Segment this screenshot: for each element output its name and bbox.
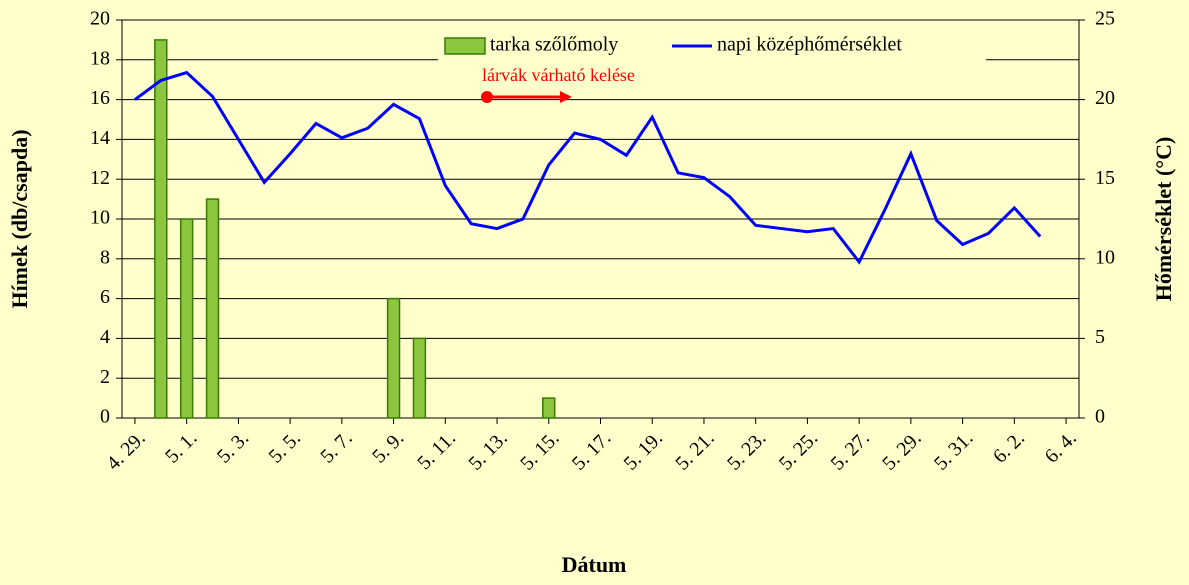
y-tick-label: 14 xyxy=(90,127,110,149)
bar xyxy=(542,397,556,419)
legend-swatch xyxy=(444,37,486,55)
x-tick-label: 5. 19. xyxy=(620,427,667,474)
annotation: lárvák várható kelése xyxy=(482,65,635,85)
x-tick-label: 5. 11. xyxy=(413,427,460,474)
x-tick-label: 6. 2. xyxy=(989,427,1029,467)
x-axis-title: Dátum xyxy=(562,552,627,577)
y2-tick-label: 25 xyxy=(1095,8,1115,30)
y-tick-label: 12 xyxy=(90,167,110,189)
x-tick-label: 5. 25. xyxy=(775,427,822,474)
y2-tick-label: 10 xyxy=(1095,246,1115,268)
y-tick-label: 0 xyxy=(100,406,110,428)
x-tick-label: 5. 21. xyxy=(671,427,718,474)
x-tick-label: 5. 9. xyxy=(368,427,408,467)
y2-tick-label: 15 xyxy=(1095,167,1115,189)
x-tick-label: 5. 27. xyxy=(827,427,874,474)
x-tick-label: 5. 5. xyxy=(265,427,305,467)
y-axis-title: Hímek (db/csapda) xyxy=(7,129,32,308)
bar xyxy=(412,337,427,419)
x-tick-label: 5. 15. xyxy=(516,427,563,474)
x-tick-label: 5. 7. xyxy=(316,427,356,467)
y-tick-label: 2 xyxy=(100,366,110,388)
x-tick-label: 5. 17. xyxy=(568,427,615,474)
y-tick-label: 10 xyxy=(90,207,110,229)
temperature-line xyxy=(134,70,1042,265)
x-tick-label: 6. 4. xyxy=(1041,427,1081,467)
bar xyxy=(205,198,220,419)
x-tick-label: 5. 3. xyxy=(213,427,253,467)
y-tick-label: 8 xyxy=(100,246,110,268)
y-tick-label: 6 xyxy=(100,286,110,308)
y-tick-label: 4 xyxy=(100,326,110,348)
y-tick-label: 16 xyxy=(90,87,110,109)
y2-tick-label: 20 xyxy=(1095,87,1115,109)
bar xyxy=(386,297,401,419)
y2-tick-label: 0 xyxy=(1095,406,1105,428)
annotation-arrowhead xyxy=(560,91,572,103)
x-tick-label: 5. 31. xyxy=(930,427,977,474)
y2-tick-label: 5 xyxy=(1095,326,1105,348)
y2-axis-title: Hőmérséklet (°C) xyxy=(1151,137,1176,302)
legend-label: napi középhőmérséklet xyxy=(717,34,902,56)
legend: tarka szőlőmoly napi középhőmérséklet xyxy=(438,30,986,62)
bar xyxy=(179,218,194,419)
x-tick-label: 5. 13. xyxy=(464,427,511,474)
x-tick-label: 5. 1. xyxy=(161,427,201,467)
bar xyxy=(154,39,168,419)
x-tick-label: 4. 29. xyxy=(102,427,149,474)
x-tick-label: 5. 23. xyxy=(723,427,770,474)
y-tick-label: 18 xyxy=(90,47,110,69)
y-tick-label: 20 xyxy=(90,8,110,30)
legend-label: tarka szőlőmoly xyxy=(490,34,618,56)
x-tick-label: 5. 29. xyxy=(878,427,925,474)
